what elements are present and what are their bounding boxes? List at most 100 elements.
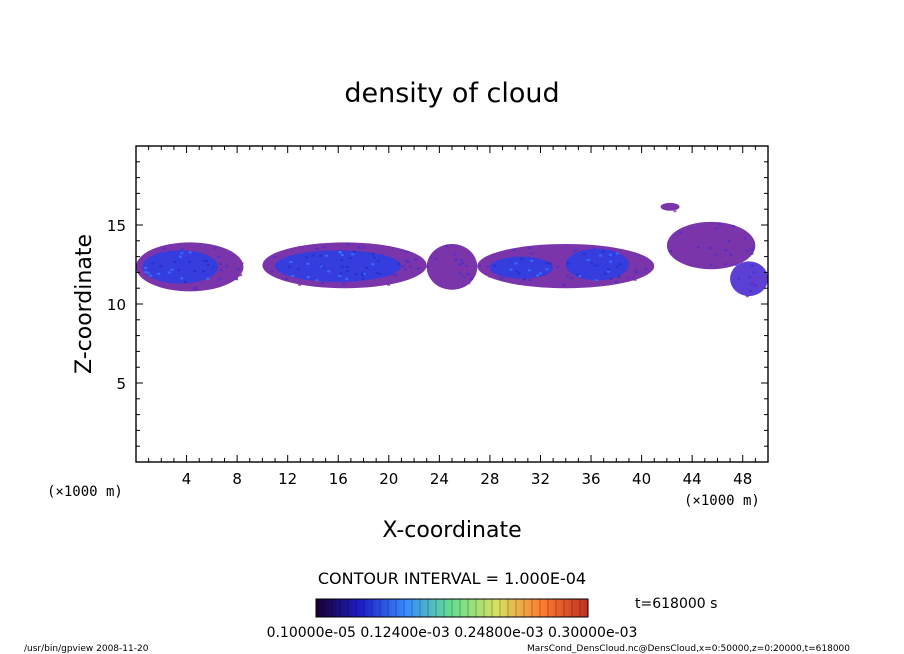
- cloud-speckle: [193, 270, 197, 273]
- cloud-speckle: [340, 265, 344, 268]
- cloud-speckle: [460, 259, 464, 262]
- cloud-region: [142, 250, 219, 284]
- cloud-speckle: [615, 265, 619, 268]
- cloud-speckle: [342, 283, 346, 286]
- cloud-speckle: [187, 260, 191, 263]
- cloud-speckle: [379, 283, 383, 286]
- x-tick-label: 48: [733, 470, 752, 488]
- cloud-speckle: [528, 279, 532, 282]
- cloud-speckle: [673, 210, 677, 213]
- colorbar: [315, 598, 589, 618]
- cloud-speckle: [723, 252, 727, 255]
- cloud-speckle: [633, 269, 637, 272]
- cloud-speckle: [287, 265, 291, 268]
- cloud-speckle: [545, 247, 549, 250]
- cloud-region: [666, 221, 756, 270]
- cloud-speckle: [387, 283, 391, 286]
- cloud-speckle: [270, 270, 274, 273]
- cloud-speckle: [753, 284, 757, 287]
- cloud-speckle: [319, 254, 323, 257]
- cloud-speckle: [629, 258, 633, 261]
- cloud-speckle: [483, 271, 487, 274]
- cloud-speckle: [458, 272, 462, 275]
- x-axis-tick-labels: 4 8 12 16 20 24 28 32 36 40 44 48: [182, 470, 752, 488]
- cloud-speckle: [404, 259, 408, 262]
- cloud-speckle: [342, 248, 346, 251]
- cloud-speckle: [749, 289, 753, 292]
- cloud-speckle: [469, 277, 473, 280]
- cloud-speckle: [210, 266, 214, 269]
- cloud-speckle: [499, 277, 503, 280]
- cloud-speckle: [239, 274, 243, 277]
- cloud-speckle: [556, 265, 560, 268]
- cloud-speckle: [360, 273, 364, 276]
- cloud-speckle: [365, 266, 369, 269]
- cloud-speckle: [516, 282, 520, 285]
- cloud-speckle: [739, 268, 743, 271]
- cloud-speckle: [512, 249, 516, 252]
- cloud-speckle: [684, 247, 688, 250]
- cloud-speckle: [236, 267, 240, 270]
- cloud-speckle: [215, 278, 219, 281]
- cloud-speckle: [574, 248, 578, 251]
- cloud-speckle: [533, 249, 537, 252]
- cloud-speckle: [477, 264, 481, 267]
- cloud-speckle: [709, 263, 713, 266]
- cloud-speckle: [393, 279, 397, 282]
- footer-left: /usr/bin/gpview 2008-11-20: [24, 644, 149, 654]
- cloud-speckle: [572, 246, 576, 249]
- cloud-speckle: [144, 266, 148, 269]
- cloud-speckle: [724, 249, 728, 252]
- cloud-speckle: [466, 273, 470, 276]
- cloud-speckle: [219, 262, 223, 265]
- cloud-speckle: [548, 282, 552, 285]
- cloud-speckle: [306, 276, 310, 279]
- cloud-speckle: [225, 265, 229, 268]
- cloud-speckle: [634, 271, 638, 274]
- cloud-speckle: [564, 283, 568, 286]
- x-axis-ticks: [148, 146, 756, 462]
- cloud-speckle: [304, 256, 308, 259]
- cloud-speckle: [756, 277, 760, 280]
- x-tick-label: 24: [430, 470, 449, 488]
- cloud-speckle: [617, 275, 621, 278]
- cloud-speckle: [729, 253, 733, 256]
- cloud-speckle: [352, 250, 356, 253]
- cloud-speckle: [522, 278, 526, 281]
- cloud-speckle: [629, 277, 633, 280]
- chart-title: density of cloud: [344, 78, 559, 109]
- cloud-speckle: [406, 261, 410, 264]
- cloud-speckle: [520, 258, 524, 261]
- cloud-speckle: [731, 225, 735, 228]
- cloud-speckle: [306, 262, 310, 265]
- cloud-speckle: [750, 264, 754, 267]
- cloud-speckle: [727, 240, 731, 243]
- cloud-speckle: [565, 274, 569, 277]
- cloud-region: [426, 243, 478, 290]
- x-tick-label: 28: [480, 470, 499, 488]
- cloud-region: [565, 248, 629, 281]
- cloud-speckle: [745, 249, 749, 252]
- cloud-speckle: [618, 263, 622, 266]
- cloud-speckle: [734, 263, 738, 266]
- x-tick-label: 4: [182, 470, 192, 488]
- cloud-speckle: [467, 256, 471, 259]
- cloud-region: [660, 202, 680, 211]
- cloud-speckle: [673, 248, 677, 251]
- cloud-speckle: [714, 227, 718, 230]
- cloud-density-field: [136, 202, 768, 298]
- cloud-speckle: [710, 235, 714, 238]
- cloud-speckle: [590, 262, 594, 265]
- cloud-speckle: [545, 268, 549, 271]
- cloud-speckle: [713, 253, 717, 256]
- cloud-speckle: [609, 277, 613, 280]
- cloud-speckle: [320, 282, 324, 285]
- time-label: t=618000 s: [635, 596, 717, 612]
- cloud-speckle: [167, 271, 171, 274]
- cloud-speckle: [240, 262, 244, 265]
- cloud-speckle: [566, 262, 570, 265]
- cloud-speckle: [377, 259, 381, 262]
- colorbar-labels: 0.10000e-05 0.12400e-03 0.24800e-03 0.30…: [267, 625, 638, 641]
- cloud-speckle: [218, 277, 222, 280]
- cloud-speckle: [633, 278, 637, 281]
